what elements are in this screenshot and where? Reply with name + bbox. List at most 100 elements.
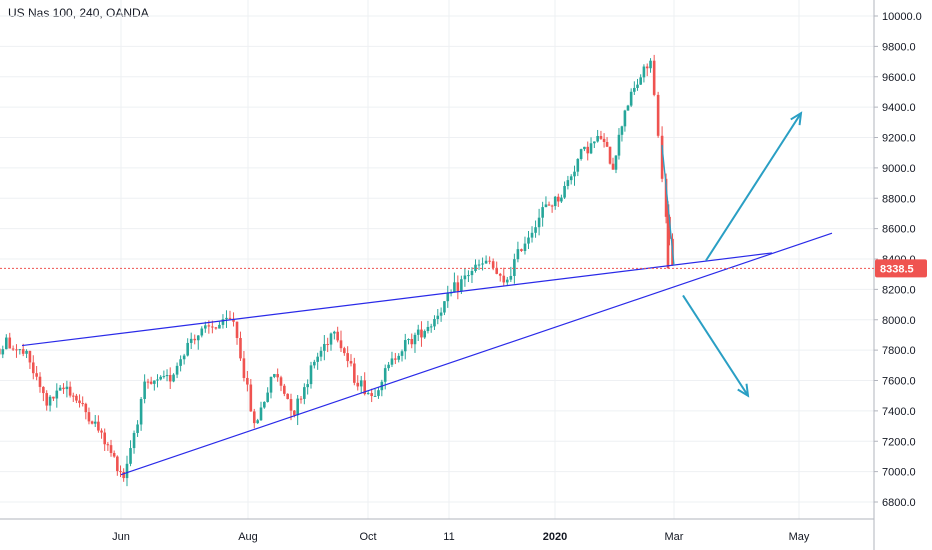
- candle-body: [563, 185, 566, 198]
- candle-body: [168, 375, 172, 382]
- candle-body: [560, 197, 563, 202]
- candle-body: [403, 340, 407, 352]
- x-tick-label: 11: [443, 531, 454, 543]
- candle-body: [400, 351, 404, 356]
- candle-body: [664, 178, 668, 217]
- x-tick-label: 2020: [543, 531, 567, 543]
- candle-body: [349, 361, 353, 364]
- candle-body: [474, 264, 477, 271]
- x-tick-label: May: [789, 531, 810, 543]
- candle-body: [143, 381, 146, 399]
- candle-body: [200, 328, 204, 336]
- candle-body: [596, 135, 599, 142]
- candle-body: [366, 393, 370, 395]
- candle-body: [132, 432, 136, 449]
- drop-path-line: [661, 145, 675, 266]
- candle-body: [235, 321, 239, 338]
- candle-body: [146, 381, 150, 383]
- y-tick-label: 9400.0: [882, 102, 916, 114]
- candle-body: [390, 358, 394, 365]
- candle-body: [429, 326, 433, 328]
- candle-body: [460, 279, 463, 292]
- candle-body: [436, 315, 440, 320]
- candle-body: [353, 363, 356, 383]
- candle-body: [527, 237, 530, 244]
- candle-body: [293, 410, 296, 416]
- candle-body: [269, 376, 273, 393]
- candle-body: [356, 382, 360, 387]
- y-tick-label: 7600.0: [882, 376, 916, 388]
- arrow-down: [682, 294, 749, 397]
- candle-body: [42, 386, 45, 394]
- candle-body: [81, 403, 84, 405]
- candle-body: [97, 421, 100, 431]
- candle-body: [420, 329, 423, 338]
- candle-body: [299, 398, 303, 400]
- candle-body: [416, 329, 420, 335]
- candle-body: [453, 282, 456, 293]
- candle-body: [323, 343, 326, 351]
- candle-body: [242, 358, 246, 378]
- candle-body: [520, 249, 523, 252]
- candle-body: [636, 84, 639, 88]
- candle-body: [363, 380, 366, 395]
- candle-body: [286, 393, 289, 400]
- candle-body: [326, 343, 329, 345]
- candle-body: [530, 232, 534, 238]
- candle-body: [283, 385, 286, 394]
- candle-body: [263, 401, 266, 408]
- candle-body: [309, 365, 313, 385]
- candle-body: [506, 279, 509, 283]
- candle-body: [186, 342, 189, 356]
- candle-body: [182, 355, 186, 360]
- candle-body: [433, 319, 436, 327]
- y-tick-label: 8800.0: [882, 193, 916, 205]
- y-tick-label: 8200.0: [882, 284, 916, 296]
- candle-body: [303, 387, 306, 399]
- candle-body: [228, 317, 232, 319]
- y-tick-label: 10000.0: [882, 11, 922, 23]
- candle-body: [149, 381, 153, 384]
- candle-body: [87, 412, 91, 422]
- candle-body: [84, 403, 88, 413]
- candle-body: [346, 353, 349, 362]
- candle-body: [394, 358, 397, 360]
- candle-body: [639, 77, 642, 85]
- y-tick-label: 9600.0: [882, 72, 916, 84]
- candle-body: [156, 379, 159, 381]
- candle-body: [593, 141, 596, 144]
- trendline-lower: [120, 232, 833, 476]
- candle-body: [456, 282, 460, 292]
- candle-body: [45, 393, 49, 406]
- candle-body: [491, 261, 495, 268]
- candle-body: [333, 331, 336, 334]
- candle-body: [207, 325, 211, 327]
- candle-body: [544, 204, 548, 208]
- candle-body: [583, 146, 586, 150]
- candle-body: [218, 324, 221, 329]
- candle-body: [336, 331, 339, 341]
- candle-body: [172, 374, 175, 382]
- candle-body: [78, 400, 81, 404]
- candle-body: [296, 398, 299, 416]
- candle-body: [1, 349, 5, 355]
- candle-body: [537, 217, 541, 228]
- candle-body: [602, 138, 606, 142]
- candle-body: [75, 395, 78, 401]
- candle-body: [100, 430, 103, 433]
- candle-body: [266, 392, 269, 402]
- candle-body: [90, 421, 94, 424]
- candle-body: [165, 375, 169, 377]
- candle-body: [470, 270, 474, 276]
- y-tick-label: 7000.0: [882, 467, 916, 479]
- candle-body: [502, 275, 506, 283]
- candle-body: [589, 143, 593, 154]
- y-tick-label: 9000.0: [882, 163, 916, 175]
- candle-body: [319, 350, 323, 357]
- current-price-tag: [875, 259, 927, 278]
- candle-body: [25, 350, 28, 354]
- candle-body: [397, 355, 401, 360]
- candle-body: [387, 364, 390, 369]
- candle-body: [569, 176, 573, 181]
